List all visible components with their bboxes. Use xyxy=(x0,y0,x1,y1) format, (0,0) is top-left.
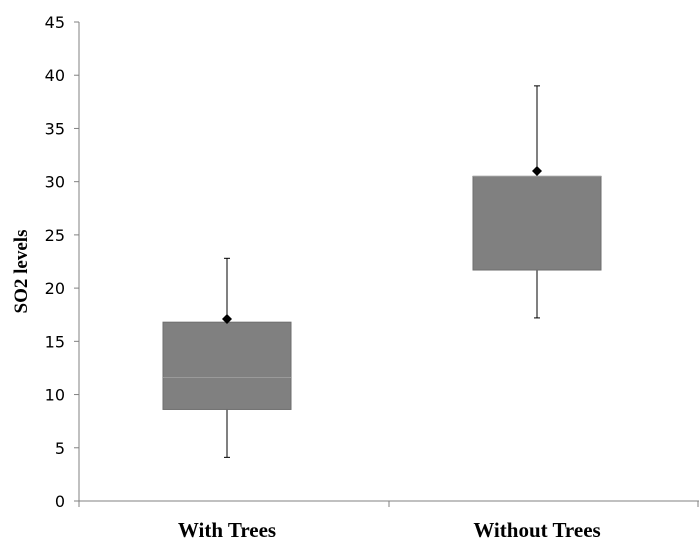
box-1 xyxy=(472,85,602,319)
y-tick-label: 5 xyxy=(55,439,65,458)
x-category-label: Without Trees xyxy=(473,518,600,542)
y-tick-label: 40 xyxy=(45,66,65,85)
y-axis-title: SO2 levels xyxy=(11,230,32,314)
y-tick-label: 35 xyxy=(45,119,65,138)
y-tick-label: 10 xyxy=(45,386,65,405)
y-axis: 0 5 10 15 20 25 30 35 40 45 xyxy=(45,13,80,511)
y-tick-label: 20 xyxy=(45,279,65,298)
box-0 xyxy=(162,257,292,458)
y-tick-label: 30 xyxy=(45,173,65,192)
mean-marker xyxy=(532,166,542,177)
y-tick-label: 45 xyxy=(45,13,65,32)
mean-marker xyxy=(222,313,232,324)
y-tick-label: 15 xyxy=(45,332,65,351)
x-axis: With Trees Without Trees xyxy=(78,500,699,542)
boxes xyxy=(162,85,602,458)
box-rect xyxy=(162,321,292,410)
y-tick-label: 25 xyxy=(45,226,65,245)
x-category-label: With Trees xyxy=(178,518,276,542)
y-tick-label: 0 xyxy=(55,492,65,511)
box-rect xyxy=(472,175,602,271)
